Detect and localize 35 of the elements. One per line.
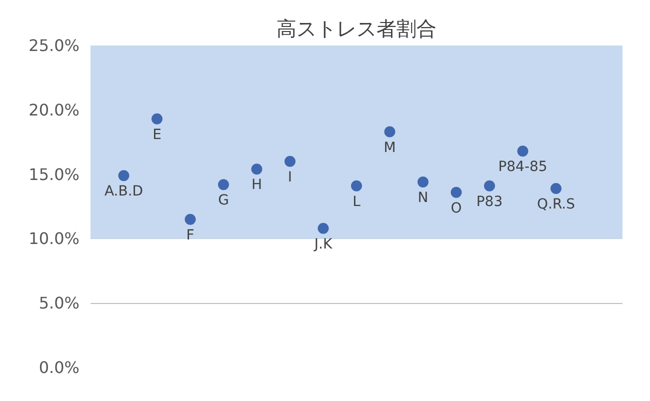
x-tick-label: A.B.D <box>104 184 144 200</box>
point <box>351 180 362 192</box>
x-tick-label: F <box>186 227 194 244</box>
point <box>450 186 462 198</box>
point <box>218 179 229 190</box>
y-tick-label: 0.0% <box>38 358 80 377</box>
y-tick-label: 20.0% <box>28 100 80 120</box>
chart-title: 高ストレス者割合 <box>276 16 436 40</box>
x-tick-label: J.K <box>313 236 333 252</box>
point <box>318 222 329 234</box>
y-tick-label: 5.0% <box>38 294 80 313</box>
point <box>384 126 396 138</box>
y-tick-label: 15.0% <box>28 164 80 184</box>
point <box>251 164 262 175</box>
x-tick-label: G <box>218 192 229 209</box>
x-tick-label: P84-85 <box>498 159 548 176</box>
point <box>152 113 162 124</box>
point <box>484 180 495 192</box>
y-tick-label: 10.0% <box>28 229 80 248</box>
x-tick-label: M <box>384 140 396 156</box>
x-tick-label: Q.R.S <box>536 196 576 212</box>
x-tick-label: I <box>288 169 292 186</box>
point <box>550 182 562 194</box>
point <box>418 176 428 188</box>
point <box>517 146 528 157</box>
x-tick-label: P83 <box>476 194 503 210</box>
x-tick-label: E <box>152 126 162 143</box>
point <box>184 214 196 225</box>
x-tick-label: N <box>418 190 428 206</box>
x-tick-label: H <box>251 177 262 194</box>
x-tick-label: O <box>450 200 462 216</box>
x-tick-label: L <box>352 194 361 210</box>
y-tick-label: 25.0% <box>28 36 80 55</box>
point <box>284 156 296 167</box>
point <box>118 170 130 182</box>
